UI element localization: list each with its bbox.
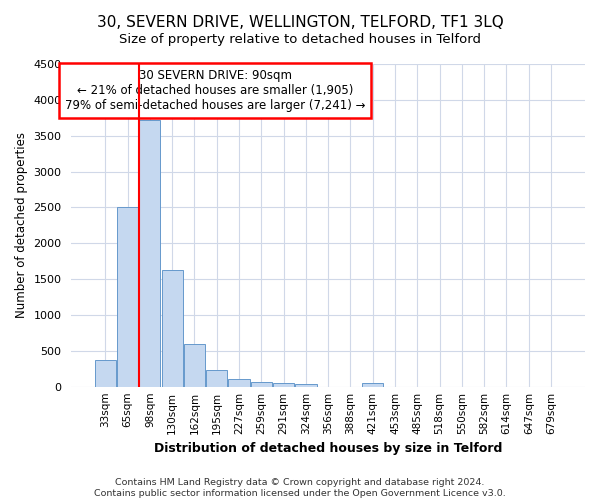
Bar (95, 360, 116, 386)
Text: Contains HM Land Registry data © Crown copyright and database right 2024.
Contai: Contains HM Land Registry data © Crown c… (94, 478, 506, 498)
Bar (117, 206, 138, 386)
Bar (273, 382, 294, 386)
Bar (229, 379, 250, 386)
Bar (295, 384, 317, 386)
Text: Size of property relative to detached houses in Telford: Size of property relative to detached ho… (119, 32, 481, 46)
Text: 30 SEVERN DRIVE: 90sqm
← 21% of detached houses are smaller (1,905)
79% of semi-: 30 SEVERN DRIVE: 90sqm ← 21% of detached… (65, 69, 365, 112)
Bar (206, 370, 227, 386)
Bar (139, 120, 160, 386)
Bar (161, 270, 183, 386)
Text: 30, SEVERN DRIVE, WELLINGTON, TELFORD, TF1 3LQ: 30, SEVERN DRIVE, WELLINGTON, TELFORD, T… (97, 15, 503, 30)
Bar (184, 344, 205, 387)
X-axis label: Distribution of detached houses by size in Telford: Distribution of detached houses by size … (154, 442, 502, 455)
Y-axis label: Number of detached properties: Number of detached properties (15, 132, 28, 318)
Bar (362, 383, 383, 386)
Bar (251, 382, 272, 386)
